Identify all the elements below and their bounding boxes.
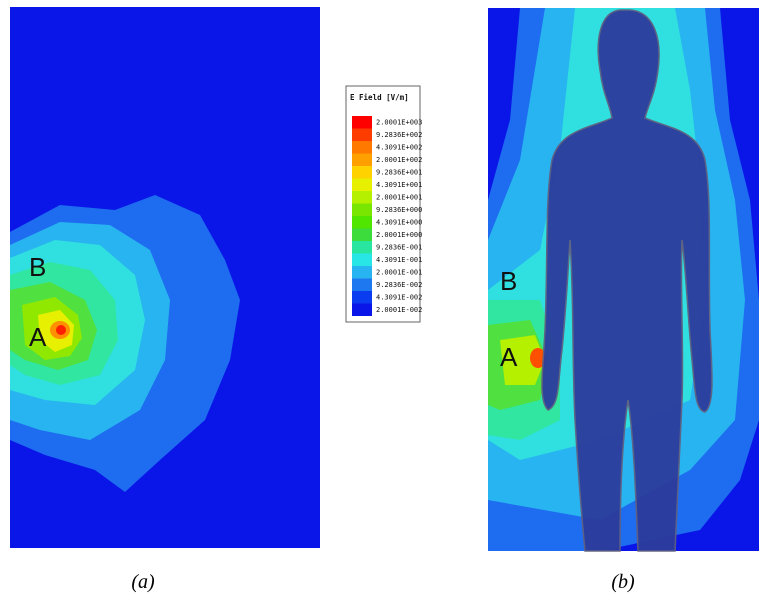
point-label: A xyxy=(29,322,47,352)
panel-b: B A (b) xyxy=(488,8,759,593)
legend-swatch xyxy=(352,141,372,154)
legend-label: 2.0001E-001 xyxy=(376,268,422,276)
legend-swatch xyxy=(352,303,372,316)
legend-label: 9.2836E-001 xyxy=(376,243,422,251)
legend-label: 9.2836E+002 xyxy=(376,131,422,139)
panel-a: B A (a) xyxy=(10,7,320,593)
legend: E Field [V/m] 2.0001E+003 9.2836E+002 4.30… xyxy=(345,85,422,323)
legend-title: E Field [V/m] xyxy=(350,93,409,102)
legend-label: 2.0001E+003 xyxy=(376,118,422,126)
legend-label: 4.3091E+001 xyxy=(376,181,422,189)
legend-label: 4.3091E-001 xyxy=(376,256,422,264)
legend-swatch xyxy=(352,228,372,241)
legend-swatch xyxy=(352,116,372,129)
caption: (a) xyxy=(131,571,155,593)
legend-label: 2.0001E+000 xyxy=(376,231,422,239)
legend-swatch xyxy=(352,178,372,191)
legend-swatch xyxy=(352,291,372,304)
legend-swatch xyxy=(352,191,372,204)
point-label: A xyxy=(500,342,518,372)
legend-swatch xyxy=(352,128,372,141)
legend-label: 2.0001E+001 xyxy=(376,193,422,201)
legend-swatch xyxy=(352,253,372,266)
legend-label: 4.3091E-002 xyxy=(376,293,422,301)
legend-swatch xyxy=(352,153,372,166)
legend-label: 9.2836E+001 xyxy=(376,168,422,176)
legend-label: 4.3091E+000 xyxy=(376,218,422,226)
legend-swatch xyxy=(352,278,372,291)
legend-swatch xyxy=(352,203,372,216)
legend-label: 2.0001E+002 xyxy=(376,156,422,164)
caption: (b) xyxy=(611,571,635,593)
legend-label: 9.2836E+000 xyxy=(376,206,422,214)
legend-swatch xyxy=(352,216,372,229)
legend-swatch xyxy=(352,166,372,179)
legend-label: 2.0001E-002 xyxy=(376,306,422,314)
legend-swatch xyxy=(352,241,372,254)
legend-label: 9.2836E-002 xyxy=(376,281,422,289)
point-label: B xyxy=(500,266,517,296)
legend-swatch xyxy=(352,266,372,279)
legend-label: 4.3091E+002 xyxy=(376,143,422,151)
point-label: B xyxy=(29,252,46,282)
